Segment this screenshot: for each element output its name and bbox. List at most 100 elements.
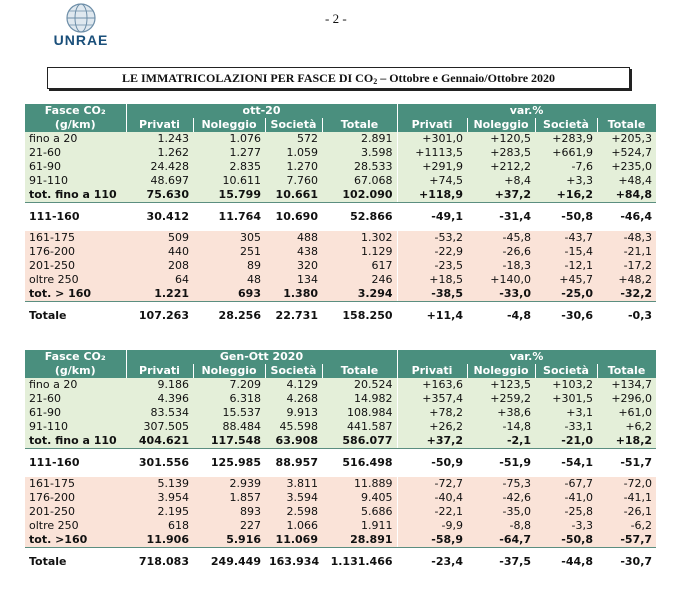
- table-cell: +661,9: [535, 146, 598, 160]
- table-cell: 22.731: [265, 307, 322, 325]
- table-cell: 102.090: [322, 188, 398, 203]
- table-cell: -44,8: [535, 553, 598, 571]
- table-row: 161-175 509 305 488 1.302 -53,2 -45,8 -43,7 -48,…: [25, 231, 657, 245]
- table-cell: 246: [322, 273, 398, 287]
- row-label: 201-250: [25, 259, 126, 273]
- table-cell: 28.533: [322, 160, 398, 174]
- table-cell: 1.059: [265, 146, 322, 160]
- table-cell: 89: [193, 259, 265, 273]
- row-label: Totale: [25, 307, 126, 325]
- table-cell: +212,2: [467, 160, 536, 174]
- table-row: tot. fino a 110 75.630 15.799 10.661 102.090…: [25, 188, 657, 203]
- globe-icon: [66, 3, 96, 33]
- table-cell: -17,2: [597, 259, 657, 273]
- table-cell: 4.129: [265, 378, 322, 392]
- table-cell: -35,0: [467, 505, 536, 519]
- table-cell: +8,4: [467, 174, 536, 188]
- table-row: 21-60 4.396 6.318 4.268 14.982 +357,4 +259,2 +3…: [25, 392, 657, 406]
- table-cell: 320: [265, 259, 322, 273]
- table-cell: 28.891: [322, 533, 398, 548]
- table-cell: 88.484: [193, 420, 265, 434]
- table-cell: +11,4: [396, 307, 468, 325]
- table-cell: -30,6: [535, 307, 598, 325]
- table-cell: -9,9: [396, 519, 468, 533]
- table-cell: 7.760: [265, 174, 322, 188]
- table-cell: 404.621: [126, 434, 193, 449]
- table-cell: -0,3: [597, 307, 657, 325]
- table-cell: 14.982: [322, 392, 398, 406]
- row-label: 161-175: [25, 477, 126, 491]
- table-cell: +120,5: [467, 132, 536, 146]
- table-cell: +205,3: [597, 132, 657, 146]
- table-cell: +301,0: [396, 132, 468, 146]
- table-cell: 24.428: [126, 160, 193, 174]
- row-spacer: [25, 202, 657, 208]
- table-row: Totale 107.263 28.256 22.731 158.250 +11,4 -4,…: [25, 307, 657, 325]
- table-cell: -42,6: [467, 491, 536, 505]
- table-row: Totale 718.083 249.449 163.934 1.131.466 -23,…: [25, 553, 657, 571]
- table-cell: +524,7: [597, 146, 657, 160]
- table-cell: 438: [265, 245, 322, 259]
- table-cell: +3,3: [535, 174, 598, 188]
- row-spacer: [25, 472, 657, 477]
- table-row: oltre 250 618 227 1.066 1.911 -9,9 -8,8 -3,3 -6,…: [25, 519, 657, 533]
- table-cell: 117.548: [193, 434, 265, 449]
- table-row: 91-110 307.505 88.484 45.598 441.587 +26,2 -14…: [25, 420, 657, 434]
- table-cell: +259,2: [467, 392, 536, 406]
- table-cell: 2.598: [265, 505, 322, 519]
- table-cell: 3.954: [126, 491, 193, 505]
- table-cell: 9.186: [126, 378, 193, 392]
- row-spacer: [25, 226, 657, 231]
- table-cell: 5.916: [193, 533, 265, 548]
- table-cell: 10.661: [265, 188, 322, 203]
- table-row: 201-250 208 89 320 617 -23,5 -18,3 -12,1 -17,2: [25, 259, 657, 273]
- table-cell: +16,2: [535, 188, 598, 203]
- table-cell: 134: [265, 273, 322, 287]
- row-spacer: [25, 547, 657, 553]
- table-cell: 1.857: [193, 491, 265, 505]
- row-spacer: [25, 448, 657, 454]
- table-cell: 1.380: [265, 287, 322, 302]
- table-cell: 227: [193, 519, 265, 533]
- table-cell: -51,9: [467, 454, 536, 472]
- col-header: Totale: [322, 364, 398, 378]
- table-cell: 441.587: [322, 420, 398, 434]
- table-cell: -23,5: [396, 259, 468, 273]
- table-cell: +123,5: [467, 378, 536, 392]
- table-row: fino a 20 9.186 7.209 4.129 20.524 +163,6 +123…: [25, 378, 657, 392]
- row-label: tot. fino a 110: [25, 434, 126, 449]
- table-cell: +45,7: [535, 273, 598, 287]
- table-cell: -15,4: [535, 245, 598, 259]
- table-cell: 1.243: [126, 132, 193, 146]
- table-cell: 3.594: [265, 491, 322, 505]
- table-cell: -57,7: [597, 533, 657, 548]
- table-cell: 63.908: [265, 434, 322, 449]
- table-cell: -41,0: [535, 491, 598, 505]
- table-cell: -21,0: [535, 434, 598, 449]
- table-cell: +235,0: [597, 160, 657, 174]
- table-cell: +78,2: [396, 406, 468, 420]
- table-row: 161-175 5.139 2.939 3.811 11.889 -72,7 -75,3 -6…: [25, 477, 657, 491]
- table-cell: 3.598: [322, 146, 398, 160]
- table-cell: -72,7: [396, 477, 468, 491]
- table-cell: 5.686: [322, 505, 398, 519]
- table-cell: 52.866: [322, 208, 398, 226]
- table-cell: -41,1: [597, 491, 657, 505]
- table-cell: 48: [193, 273, 265, 287]
- table-cell: 1.277: [193, 146, 265, 160]
- band-header: Fasce CO₂: [25, 104, 127, 118]
- logo-text: UNRAE: [53, 32, 109, 48]
- table-cell: -64,7: [467, 533, 536, 548]
- table-cell: -45,8: [467, 231, 536, 245]
- table-cell: 2.891: [322, 132, 398, 146]
- col-header: Società: [265, 118, 323, 132]
- table-cell: 1.131.466: [322, 553, 398, 571]
- table-cell: 1.302: [322, 231, 398, 245]
- table-cell: 11.906: [126, 533, 193, 548]
- col-header: Noleggio: [193, 364, 266, 378]
- table-cell: 108.984: [322, 406, 398, 420]
- table-cell: 15.537: [193, 406, 265, 420]
- table-cell: -7,6: [535, 160, 598, 174]
- row-label: 21-60: [25, 392, 126, 406]
- title-rest: – Ottobre e Gennaio/Ottobre 2020: [377, 71, 556, 85]
